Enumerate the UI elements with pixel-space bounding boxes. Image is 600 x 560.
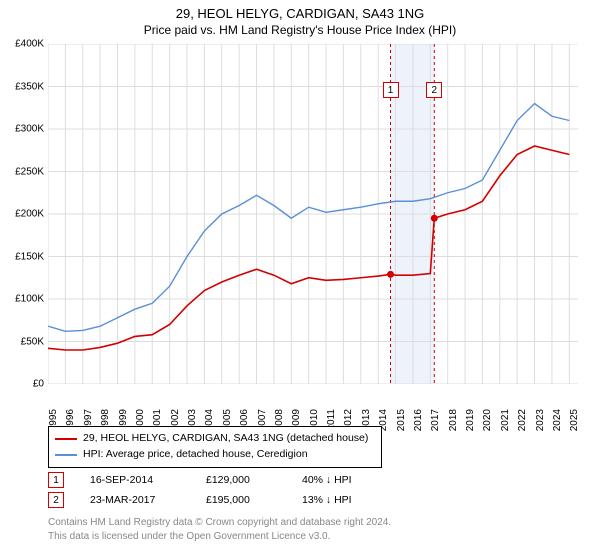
transaction-price: £129,000 xyxy=(206,474,276,486)
legend-swatch xyxy=(55,438,77,440)
y-axis-label: £0 xyxy=(2,379,44,390)
attribution-text: Contains HM Land Registry data © Crown c… xyxy=(48,516,391,543)
y-axis-label: £250K xyxy=(2,166,44,177)
legend-label: HPI: Average price, detached house, Cere… xyxy=(83,447,308,463)
y-axis-label: £300K xyxy=(2,124,44,135)
legend-label: 29, HEOL HELYG, CARDIGAN, SA43 1NG (deta… xyxy=(83,431,368,447)
y-axis-label: £200K xyxy=(2,209,44,220)
transaction-date: 16-SEP-2014 xyxy=(90,474,180,486)
transaction-table: 1 16-SEP-2014 £129,000 40% ↓ HPI 2 23-MA… xyxy=(48,470,352,510)
table-row: 2 23-MAR-2017 £195,000 13% ↓ HPI xyxy=(48,490,352,510)
x-axis-label: 2024 xyxy=(552,409,563,431)
chart-subtitle: Price paid vs. HM Land Registry's House … xyxy=(0,21,600,37)
chart-container: 29, HEOL HELYG, CARDIGAN, SA43 1NG Price… xyxy=(0,0,600,560)
legend-item: HPI: Average price, detached house, Cere… xyxy=(55,447,375,463)
table-row: 1 16-SEP-2014 £129,000 40% ↓ HPI xyxy=(48,470,352,490)
x-axis-label: 2016 xyxy=(413,409,424,431)
x-axis-label: 2017 xyxy=(430,409,441,431)
y-axis-label: £400K xyxy=(2,39,44,50)
transaction-price: £195,000 xyxy=(206,494,276,506)
legend: 29, HEOL HELYG, CARDIGAN, SA43 1NG (deta… xyxy=(48,426,382,468)
legend-item: 29, HEOL HELYG, CARDIGAN, SA43 1NG (deta… xyxy=(55,431,375,447)
x-axis-label: 2022 xyxy=(517,409,528,431)
chart-title: 29, HEOL HELYG, CARDIGAN, SA43 1NG xyxy=(0,0,600,21)
x-axis-label: 2023 xyxy=(535,409,546,431)
x-axis-label: 2021 xyxy=(500,409,511,431)
x-axis-label: 2025 xyxy=(569,409,580,431)
legend-swatch xyxy=(55,454,77,456)
x-axis-label: 2020 xyxy=(482,409,493,431)
transaction-marker: 1 xyxy=(48,472,64,488)
sale-marker-box: 2 xyxy=(426,82,442,98)
sale-marker-box: 1 xyxy=(383,82,399,98)
transaction-delta: 13% ↓ HPI xyxy=(302,494,352,506)
transaction-marker: 2 xyxy=(48,492,64,508)
x-axis-label: 2018 xyxy=(448,409,459,431)
line-chart-svg xyxy=(48,44,578,384)
x-axis-label: 2019 xyxy=(465,409,476,431)
transaction-date: 23-MAR-2017 xyxy=(90,494,180,506)
y-axis-label: £150K xyxy=(2,251,44,262)
y-axis-label: £100K xyxy=(2,294,44,305)
transaction-delta: 40% ↓ HPI xyxy=(302,474,352,486)
y-axis-label: £50K xyxy=(2,336,44,347)
chart-plot-area: £0£50K£100K£150K£200K£250K£300K£350K£400… xyxy=(48,44,578,384)
x-axis-label: 2015 xyxy=(396,409,407,431)
y-axis-label: £350K xyxy=(2,81,44,92)
